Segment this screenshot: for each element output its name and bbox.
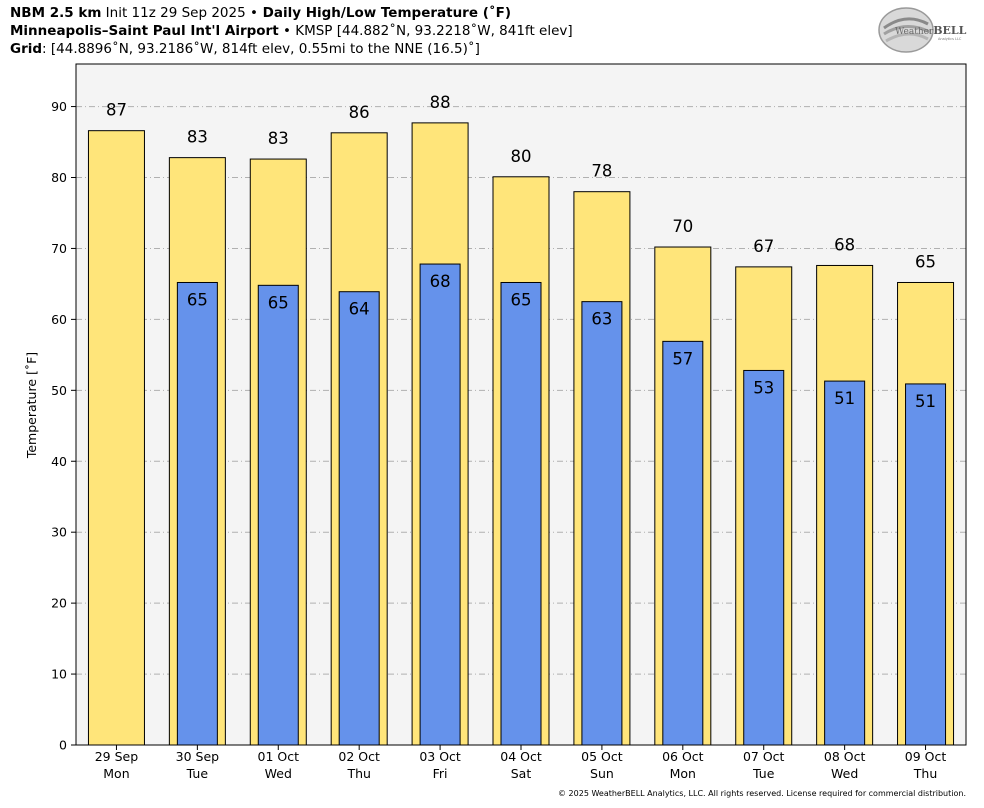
low-label: 51	[834, 389, 855, 408]
y-tick-label: 60	[51, 312, 67, 327]
x-tick-day: Fri	[433, 766, 448, 781]
high-label: 70	[672, 217, 693, 236]
x-tick-date: 04 Oct	[500, 749, 542, 764]
high-label: 86	[349, 103, 370, 122]
low-label: 65	[187, 290, 208, 309]
chart-title: NBM 2.5 km Init 11z 29 Sep 2025 • Daily …	[10, 5, 511, 22]
y-tick-label: 50	[51, 383, 67, 398]
high-bar	[87, 130, 145, 746]
low-label: 65	[268, 293, 289, 312]
low-bar	[662, 340, 704, 746]
grid-label: Grid	[10, 41, 43, 57]
low-bar	[500, 281, 542, 746]
weatherbell-logo: WeatherBELL Analytics LLC	[878, 7, 967, 53]
y-tick-label: 80	[51, 170, 67, 185]
x-tick-day: Tue	[186, 766, 209, 781]
x-tick-day: Wed	[831, 766, 858, 781]
x-tick-date: 03 Oct	[419, 749, 461, 764]
low-bar	[419, 263, 461, 746]
y-tick-label: 90	[51, 99, 67, 114]
model-name: NBM 2.5 km	[10, 5, 102, 21]
svg-text:Analytics LLC: Analytics LLC	[938, 37, 962, 41]
x-tick-date: 05 Oct	[581, 749, 623, 764]
low-label: 68	[430, 272, 451, 291]
x-tick-day: Wed	[265, 766, 292, 781]
y-axis: 0 10 20 30 40 50 60 70 80 90	[51, 99, 76, 753]
x-tick-date: 07 Oct	[743, 749, 785, 764]
low-label: 51	[915, 392, 936, 411]
low-bar	[176, 281, 218, 746]
low-bar	[257, 284, 299, 746]
x-tick-day: Mon	[670, 766, 696, 781]
low-label: 64	[349, 300, 370, 319]
y-tick-label: 0	[59, 738, 67, 753]
station-bullet: •	[278, 23, 296, 39]
x-tick-day: Thu	[346, 766, 370, 781]
high-label: 83	[187, 128, 208, 147]
y-axis-label: Temperature [˚F]	[24, 352, 39, 459]
low-bar	[824, 380, 866, 746]
low-label: 57	[672, 349, 693, 368]
product-name: Daily High/Low Temperature (˚F)	[257, 5, 512, 21]
station-name: Minneapolis–Saint Paul Int'l Airport	[10, 23, 279, 39]
svg-text:WeatherBELL: WeatherBELL	[895, 24, 967, 37]
low-bar	[338, 291, 380, 746]
high-label: 87	[106, 101, 127, 120]
x-tick-date: 30 Sep	[176, 749, 220, 764]
high-label: 88	[430, 93, 451, 112]
x-tick-day: Sun	[590, 766, 614, 781]
title-bullet: •	[249, 5, 258, 21]
x-tick-date: 02 Oct	[338, 749, 380, 764]
x-tick-date: 29 Sep	[95, 749, 139, 764]
x-tick-date: 01 Oct	[258, 749, 300, 764]
high-label: 78	[591, 162, 612, 181]
y-tick-label: 20	[51, 596, 67, 611]
copyright-footer: © 2025 WeatherBELL Analytics, LLC. All r…	[558, 789, 966, 798]
x-tick-date: 08 Oct	[824, 749, 866, 764]
x-tick-day: Thu	[913, 766, 937, 781]
bars: 87 83 65 83 65 86 64 88 68 80 65 78 63 70 57 67 53 68 51 65…	[87, 93, 955, 746]
x-tick-day: Mon	[103, 766, 129, 781]
low-bar	[743, 369, 785, 746]
high-label: 68	[834, 235, 855, 254]
low-bar	[581, 301, 623, 746]
x-axis: 29 Sep Mon 30 Sep Tue 01 Oct Wed 02 Oct Thu 03 O…	[95, 745, 947, 781]
grid-info: : [44.8896˚N, 93.2186˚W, 814ft elev, 0.5…	[42, 41, 480, 57]
x-tick-day: Sat	[511, 766, 532, 781]
low-label: 63	[591, 310, 612, 329]
grid-line: Grid: [44.8896˚N, 93.2186˚W, 814ft elev,…	[10, 41, 480, 58]
y-tick-label: 30	[51, 525, 67, 540]
low-label: 65	[511, 290, 532, 309]
high-label: 67	[753, 237, 774, 256]
y-tick-label: 70	[51, 241, 67, 256]
y-tick-label: 10	[51, 667, 67, 682]
low-bar	[905, 383, 947, 746]
low-label: 53	[753, 378, 774, 397]
station-info: KMSP [44.882˚N, 93.2218˚W, 841ft elev]	[295, 23, 573, 39]
x-tick-day: Tue	[752, 766, 775, 781]
high-label: 80	[511, 147, 532, 166]
high-label: 65	[915, 252, 936, 271]
x-tick-date: 06 Oct	[662, 749, 704, 764]
station-line: Minneapolis–Saint Paul Int'l Airport • K…	[10, 23, 573, 40]
x-tick-date: 09 Oct	[905, 749, 947, 764]
y-tick-label: 40	[51, 454, 67, 469]
init-time: Init 11z 29 Sep 2025	[101, 5, 250, 21]
high-label: 83	[268, 129, 289, 148]
